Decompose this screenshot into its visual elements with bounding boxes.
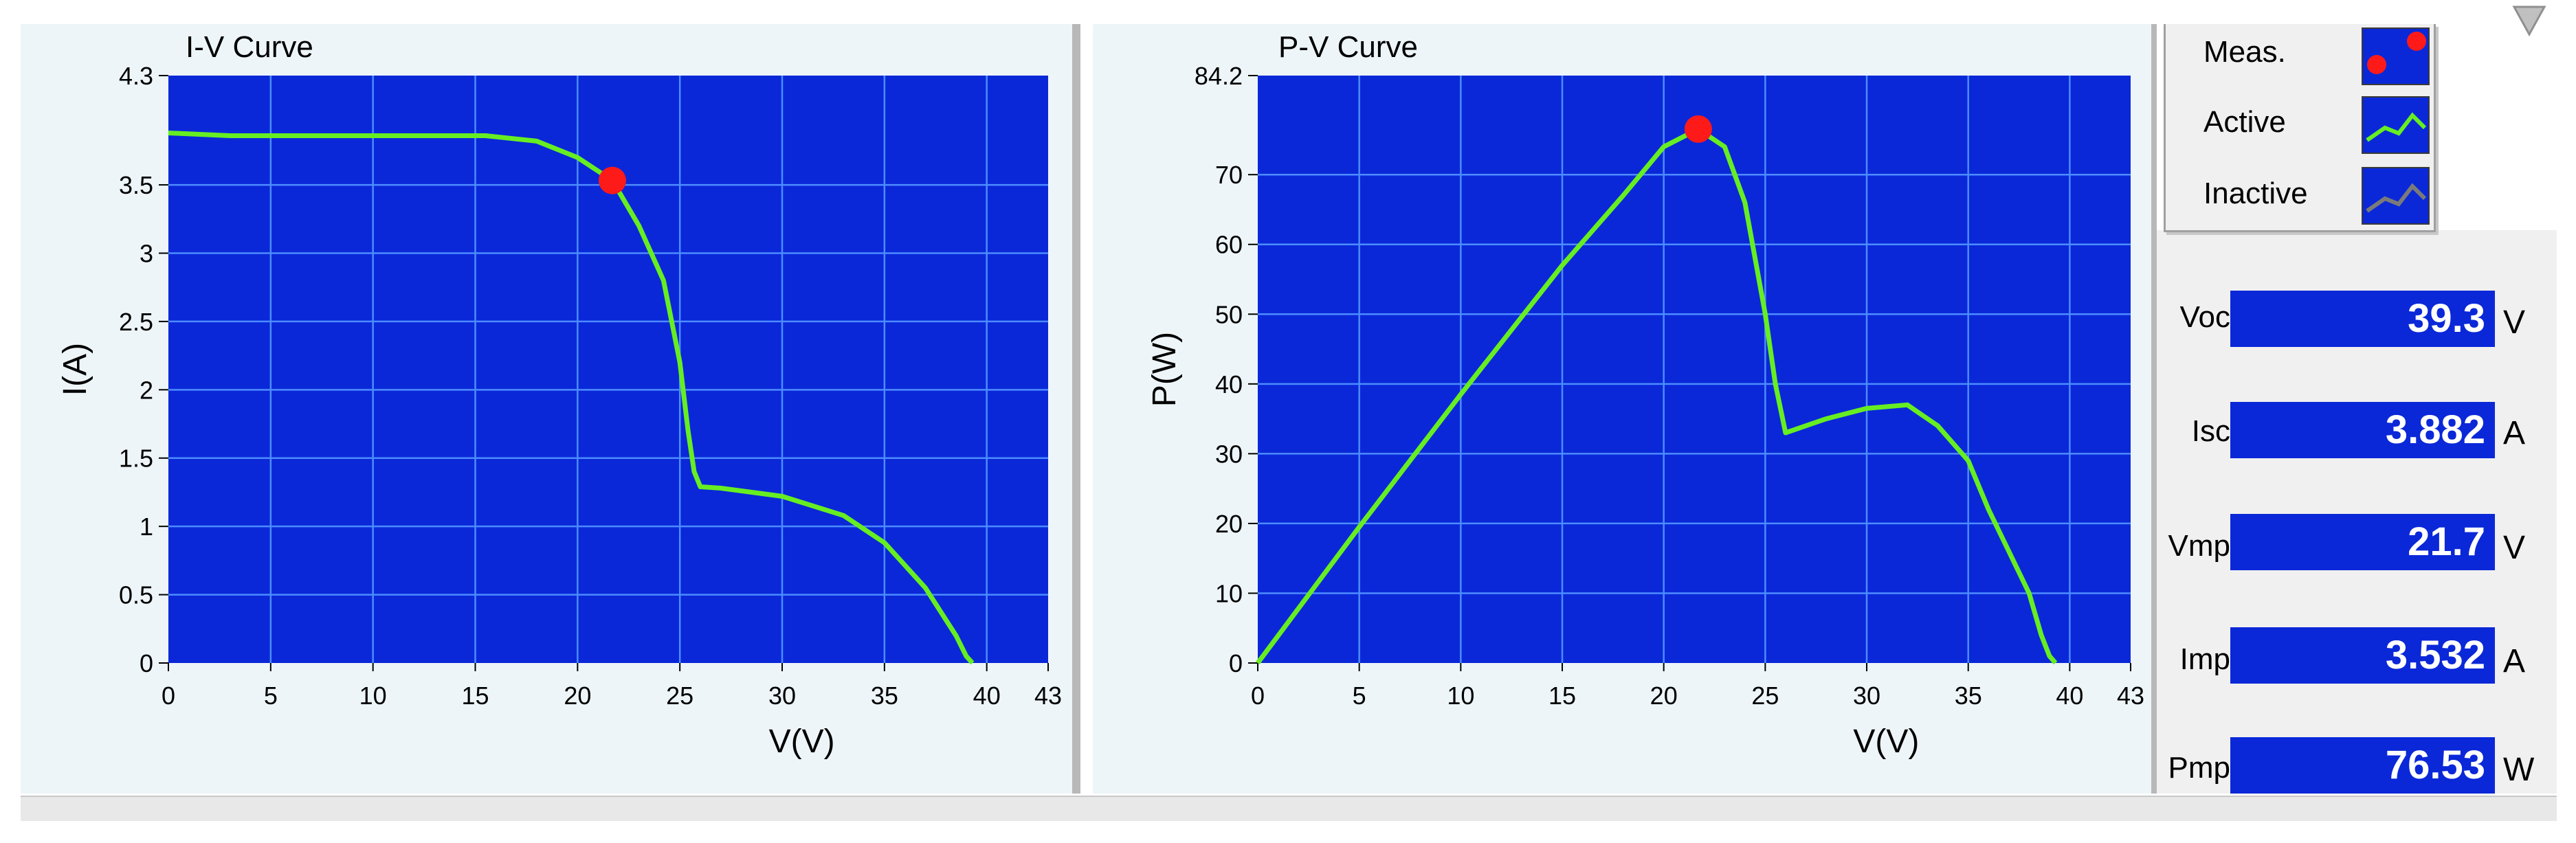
y-tick-label: 4.3 (119, 62, 153, 90)
x-tick-label: 40 (2056, 682, 2083, 710)
indicator-label: Imp (2179, 642, 2230, 676)
y-axis-label: I(A) (57, 343, 93, 396)
indicator-unit: A (2503, 415, 2526, 451)
y-tick-label: 0 (1229, 649, 1243, 677)
x-tick-label: 25 (1751, 682, 1779, 710)
green-line-icon (2362, 96, 2430, 154)
panel-divider (1072, 24, 1080, 794)
y-tick-label: 3.5 (119, 171, 153, 199)
indicator-label: Pmp (2168, 751, 2230, 785)
indicator-value: 3.882 (2230, 402, 2495, 458)
x-tick-label: 0 (1251, 682, 1265, 710)
y-tick-label: 0 (140, 649, 153, 677)
y-tick-label: 10 (1215, 579, 1243, 607)
max-power-point-marker (598, 166, 626, 194)
x-tick-label: 5 (1353, 682, 1366, 710)
legend-label-inactive: Inactive (2203, 177, 2308, 210)
x-axis-label: V(V) (1853, 723, 1919, 760)
indicator-unit: W (2503, 752, 2535, 788)
x-tick-label: 15 (1548, 682, 1576, 710)
y-tick-label: 20 (1215, 510, 1243, 538)
indicator-value: 21.7 (2230, 514, 2495, 570)
y-tick-label: 60 (1215, 231, 1243, 259)
y-tick-label: 0.5 (119, 581, 153, 609)
y-tick-label: 84.2 (1195, 62, 1243, 90)
x-tick-label: 5 (264, 682, 278, 710)
indicator-unit: A (2503, 643, 2526, 679)
x-tick-label: 0 (162, 682, 175, 710)
pv-chart-title: P-V Curve (1278, 30, 1418, 64)
indicator-label: Voc (2179, 300, 2230, 334)
y-tick-label: 1.5 (119, 445, 153, 473)
x-tick-label: 43 (1034, 682, 1062, 710)
gray-line-icon (2362, 167, 2430, 225)
x-tick-label: 20 (564, 682, 591, 710)
y-tick-label: 70 (1215, 161, 1243, 189)
x-tick-label: 35 (1955, 682, 1982, 710)
red-dots-icon (2362, 27, 2430, 85)
data-series-line (168, 131, 975, 665)
x-tick-label: 43 (2117, 682, 2144, 710)
status-strip (21, 796, 2557, 821)
iv-chart-title: I-V Curve (186, 30, 313, 64)
max-power-point-marker (1684, 115, 1712, 143)
x-tick-label: 10 (359, 682, 387, 710)
indicator-value: 39.3 (2230, 291, 2495, 347)
indicator-unit: V (2503, 304, 2526, 341)
x-tick-label: 30 (768, 682, 796, 710)
x-tick-label: 35 (871, 682, 898, 710)
x-tick-label: 10 (1447, 682, 1474, 710)
indicator-value: 3.532 (2230, 627, 2495, 684)
y-tick-label: 2 (140, 376, 153, 404)
plot-area (1258, 76, 2131, 663)
iv-chart: 0 5 10 15 20 25 30 35 40 43 0 0.5 1 1.5 2 2.5 3 3.5 4.3 V(V… (57, 62, 1062, 760)
legend-label-meas: Meas. (2203, 35, 2286, 69)
y-tick-label: 2.5 (119, 308, 153, 336)
indicator-value: 76.53 (2230, 737, 2495, 794)
pv-chart: 0 5 10 15 20 25 30 35 40 43 0 10 20 30 40 50 60 70 84.2 V(V… (1146, 62, 2144, 760)
y-tick-label: 40 (1215, 370, 1243, 398)
y-tick-label: 50 (1215, 300, 1243, 328)
indicator-unit: V (2503, 530, 2526, 566)
x-tick-label: 40 (973, 682, 1001, 710)
x-tick-label: 30 (1853, 682, 1880, 710)
panel-divider-right (2151, 24, 2157, 794)
indicator-label: Isc (2191, 414, 2230, 448)
x-tick-label: 15 (461, 682, 489, 710)
data-series-line (1256, 126, 2058, 665)
x-axis-label: V(V) (769, 723, 835, 760)
x-tick-label: 25 (666, 682, 693, 710)
chevron-down-icon[interactable] (2509, 0, 2550, 48)
indicator-label: Vmp (2168, 529, 2230, 563)
y-tick-label: 3 (140, 239, 153, 267)
y-axis-label: P(W) (1146, 332, 1183, 407)
legend-label-active: Active (2203, 105, 2286, 139)
y-tick-label: 1 (140, 513, 153, 541)
plot-legend: Meas. Active Inactive (2164, 24, 2436, 232)
x-tick-label: 20 (1650, 682, 1678, 710)
y-tick-label: 30 (1215, 440, 1243, 468)
